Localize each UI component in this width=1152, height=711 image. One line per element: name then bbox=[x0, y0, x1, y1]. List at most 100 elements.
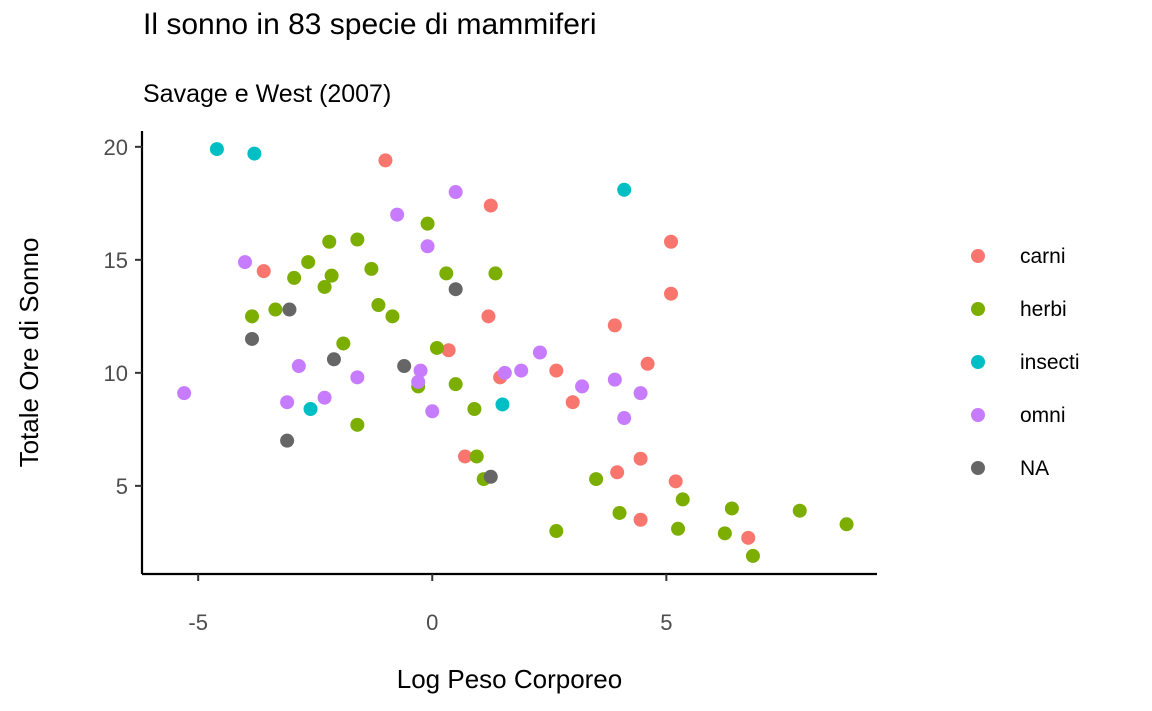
point-na bbox=[397, 359, 412, 374]
point-omni bbox=[420, 239, 435, 254]
point-herbi bbox=[439, 266, 454, 281]
point-carni bbox=[483, 198, 498, 213]
point-carni bbox=[610, 465, 625, 480]
point-omni bbox=[350, 370, 365, 385]
point-herbi bbox=[322, 234, 337, 249]
point-omni bbox=[425, 404, 440, 419]
point-herbi bbox=[675, 492, 690, 507]
point-carni bbox=[640, 356, 655, 371]
point-herbi bbox=[336, 336, 351, 351]
point-omni bbox=[497, 365, 512, 380]
point-herbi bbox=[429, 340, 444, 355]
y-tick-label: 20 bbox=[104, 135, 128, 160]
point-na bbox=[282, 302, 297, 317]
legend-label-herbi: herbi bbox=[1020, 298, 1067, 321]
point-carni bbox=[664, 286, 679, 301]
point-herbi bbox=[385, 309, 400, 324]
point-herbi bbox=[671, 521, 686, 536]
data-points bbox=[177, 142, 854, 563]
point-herbi bbox=[717, 526, 732, 541]
point-carni bbox=[633, 512, 648, 527]
legend-label-omni: omni bbox=[1020, 404, 1066, 427]
point-omni bbox=[317, 390, 332, 405]
point-omni bbox=[617, 411, 632, 426]
legend-key-omni bbox=[971, 408, 985, 422]
point-omni bbox=[633, 386, 648, 401]
y-axis-title: Totale Ore di Sonno bbox=[14, 238, 44, 468]
legend-label-carni: carni bbox=[1020, 245, 1066, 268]
point-omni bbox=[280, 395, 295, 410]
point-omni bbox=[532, 345, 547, 360]
chart-title: Il sonno in 83 specie di mammiferi bbox=[143, 8, 597, 41]
x-ticks: -5 0 5 bbox=[188, 574, 672, 635]
point-herbi bbox=[745, 548, 760, 563]
point-omni bbox=[291, 359, 306, 374]
x-tick-label: -5 bbox=[188, 610, 208, 635]
point-herbi bbox=[350, 232, 365, 247]
axes: -5 0 5 5 10 15 20 bbox=[104, 131, 877, 635]
point-omni bbox=[575, 379, 590, 394]
point-herbi bbox=[448, 377, 463, 392]
point-herbi bbox=[612, 505, 627, 520]
chart-subtitle: Savage e West (2007) bbox=[143, 80, 392, 108]
point-herbi bbox=[350, 417, 365, 432]
point-insecti bbox=[617, 182, 632, 197]
legend-label-na: NA bbox=[1020, 457, 1049, 480]
point-herbi bbox=[317, 279, 332, 294]
y-tick-label: 5 bbox=[116, 474, 128, 499]
point-omni bbox=[607, 372, 622, 387]
point-herbi bbox=[724, 501, 739, 516]
legend-label-insecti: insecti bbox=[1020, 351, 1080, 374]
point-herbi bbox=[839, 517, 854, 532]
point-omni bbox=[177, 386, 192, 401]
point-carni bbox=[664, 234, 679, 249]
point-carni bbox=[441, 343, 456, 358]
point-omni bbox=[411, 374, 426, 389]
point-omni bbox=[413, 363, 428, 378]
point-insecti bbox=[495, 397, 510, 412]
point-insecti bbox=[247, 146, 262, 161]
point-carni bbox=[668, 474, 683, 489]
point-herbi bbox=[469, 449, 484, 464]
point-na bbox=[280, 433, 295, 448]
legend-key-na bbox=[971, 461, 985, 475]
legend: carni herbi insecti omni NA bbox=[971, 245, 1080, 480]
point-omni bbox=[448, 185, 463, 200]
point-herbi bbox=[467, 402, 482, 417]
x-tick-label: 0 bbox=[426, 610, 438, 635]
point-carni bbox=[549, 363, 564, 378]
point-omni bbox=[237, 255, 252, 270]
point-na bbox=[448, 282, 463, 297]
point-herbi bbox=[549, 524, 564, 539]
point-herbi bbox=[324, 268, 339, 283]
x-tick-label: 5 bbox=[660, 610, 672, 635]
point-herbi bbox=[268, 302, 283, 317]
point-carni bbox=[565, 395, 580, 410]
point-na bbox=[326, 352, 341, 367]
point-herbi bbox=[420, 216, 435, 231]
point-carni bbox=[607, 318, 622, 333]
point-herbi bbox=[488, 266, 503, 281]
point-insecti bbox=[303, 402, 318, 417]
point-herbi bbox=[792, 503, 807, 518]
point-omni bbox=[390, 207, 405, 222]
point-herbi bbox=[245, 309, 260, 324]
point-carni bbox=[481, 309, 496, 324]
legend-key-insecti bbox=[971, 355, 985, 369]
point-carni bbox=[256, 264, 271, 279]
point-herbi bbox=[364, 261, 379, 276]
x-axis-title: Log Peso Corporeo bbox=[397, 664, 622, 694]
legend-key-herbi bbox=[971, 302, 985, 316]
point-na bbox=[483, 469, 498, 484]
y-tick-label: 15 bbox=[104, 248, 128, 273]
y-tick-label: 10 bbox=[104, 361, 128, 386]
point-carni bbox=[458, 449, 473, 464]
point-carni bbox=[633, 451, 648, 466]
y-ticks: 5 10 15 20 bbox=[104, 135, 142, 499]
point-herbi bbox=[589, 472, 604, 487]
point-herbi bbox=[371, 298, 386, 313]
point-carni bbox=[378, 153, 393, 168]
point-herbi bbox=[301, 255, 316, 270]
